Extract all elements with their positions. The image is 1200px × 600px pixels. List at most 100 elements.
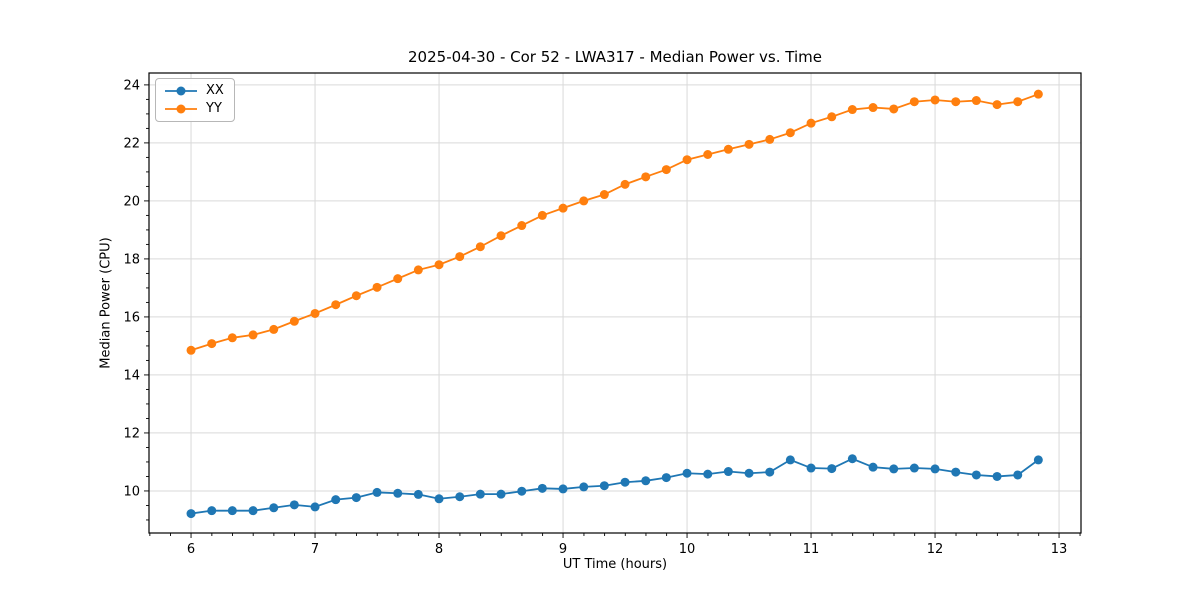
data-point: [806, 118, 816, 128]
svg-text:7: 7: [311, 542, 319, 557]
data-point: [909, 97, 919, 107]
data-point: [1033, 455, 1043, 465]
data-point: [289, 500, 299, 510]
legend-entry-yy: YY: [164, 102, 224, 116]
series-YY: [186, 89, 1043, 355]
data-point: [186, 509, 196, 519]
data-point: [579, 482, 589, 492]
data-point: [372, 487, 382, 497]
data-point: [620, 477, 630, 487]
data-point: [723, 144, 733, 154]
data-point: [413, 265, 423, 275]
legend-label-yy: YY: [206, 101, 222, 116]
svg-text:12: 12: [123, 426, 140, 441]
data-point: [207, 339, 217, 349]
data-point: [372, 282, 382, 292]
data-point: [207, 506, 217, 516]
y-axis-label: Median Power (CPU): [98, 237, 114, 369]
data-point: [682, 155, 692, 165]
data-point: [620, 179, 630, 189]
data-point: [806, 463, 816, 473]
plot-border: [148, 72, 1082, 534]
data-point: [1013, 97, 1023, 107]
data-point: [827, 112, 837, 122]
data-point: [785, 128, 795, 138]
data-point: [868, 462, 878, 472]
data-point: [744, 139, 754, 149]
data-point: [475, 242, 485, 252]
data-point: [930, 464, 940, 474]
svg-text:10: 10: [123, 484, 140, 499]
data-point: [455, 252, 465, 262]
data-point: [227, 333, 237, 343]
data-point: [661, 165, 671, 175]
data-point: [269, 324, 279, 334]
data-point: [951, 97, 961, 107]
svg-text:13: 13: [1051, 542, 1068, 557]
svg-text:16: 16: [123, 310, 140, 325]
data-point: [248, 330, 258, 340]
data-point: [537, 210, 547, 220]
legend-label-xx: XX: [206, 83, 224, 98]
data-point: [641, 172, 651, 182]
tick-labels: 6 7 8 9 10 11 12 13 10 12 14 16 18 20 22 24: [123, 78, 1067, 557]
data-point: [455, 492, 465, 502]
data-point: [641, 476, 651, 486]
svg-text:11: 11: [803, 542, 820, 557]
data-point: [992, 100, 1002, 110]
data-point: [579, 196, 589, 206]
data-point: [186, 345, 196, 355]
svg-text:22: 22: [123, 136, 140, 151]
data-point: [434, 260, 444, 270]
svg-text:6: 6: [187, 542, 195, 557]
data-point: [599, 190, 609, 200]
data-point: [599, 481, 609, 491]
data-point: [331, 300, 341, 310]
data-point: [744, 468, 754, 478]
data-point: [331, 495, 341, 505]
data-point: [310, 308, 320, 318]
svg-text:24: 24: [123, 78, 140, 93]
data-point: [889, 464, 899, 474]
data-point: [661, 473, 671, 483]
gridlines: [149, 73, 1081, 533]
data-point: [558, 203, 568, 213]
data-point: [413, 489, 423, 499]
data-point: [765, 467, 775, 477]
data-point: [248, 506, 258, 516]
data-point: [827, 464, 837, 474]
data-point: [351, 493, 361, 503]
data-point: [971, 96, 981, 106]
data-point: [434, 494, 444, 504]
data-point: [227, 506, 237, 516]
legend-entry-xx: XX: [164, 84, 224, 98]
series-XX: [186, 454, 1043, 519]
data-point: [703, 469, 713, 479]
data-point: [785, 455, 795, 465]
data-point: [269, 503, 279, 513]
x-axis-label: UT Time (hours): [562, 557, 668, 572]
data-point: [517, 221, 527, 231]
data-point: [847, 454, 857, 464]
svg-text:20: 20: [123, 194, 140, 209]
data-point: [703, 150, 713, 160]
data-point: [723, 467, 733, 477]
data-point: [517, 486, 527, 496]
data-point: [889, 104, 899, 114]
data-point: [930, 95, 940, 105]
data-point: [537, 483, 547, 493]
svg-text:9: 9: [559, 542, 567, 557]
data-point: [765, 134, 775, 144]
data-point: [496, 489, 506, 499]
svg-text:10: 10: [679, 542, 696, 557]
data-point: [951, 467, 961, 477]
data-point: [971, 470, 981, 480]
svg-text:14: 14: [123, 368, 140, 383]
data-point: [868, 103, 878, 113]
data-point: [393, 274, 403, 284]
data-point: [351, 291, 361, 301]
data-point: [393, 488, 403, 498]
svg-text:12: 12: [927, 542, 944, 557]
